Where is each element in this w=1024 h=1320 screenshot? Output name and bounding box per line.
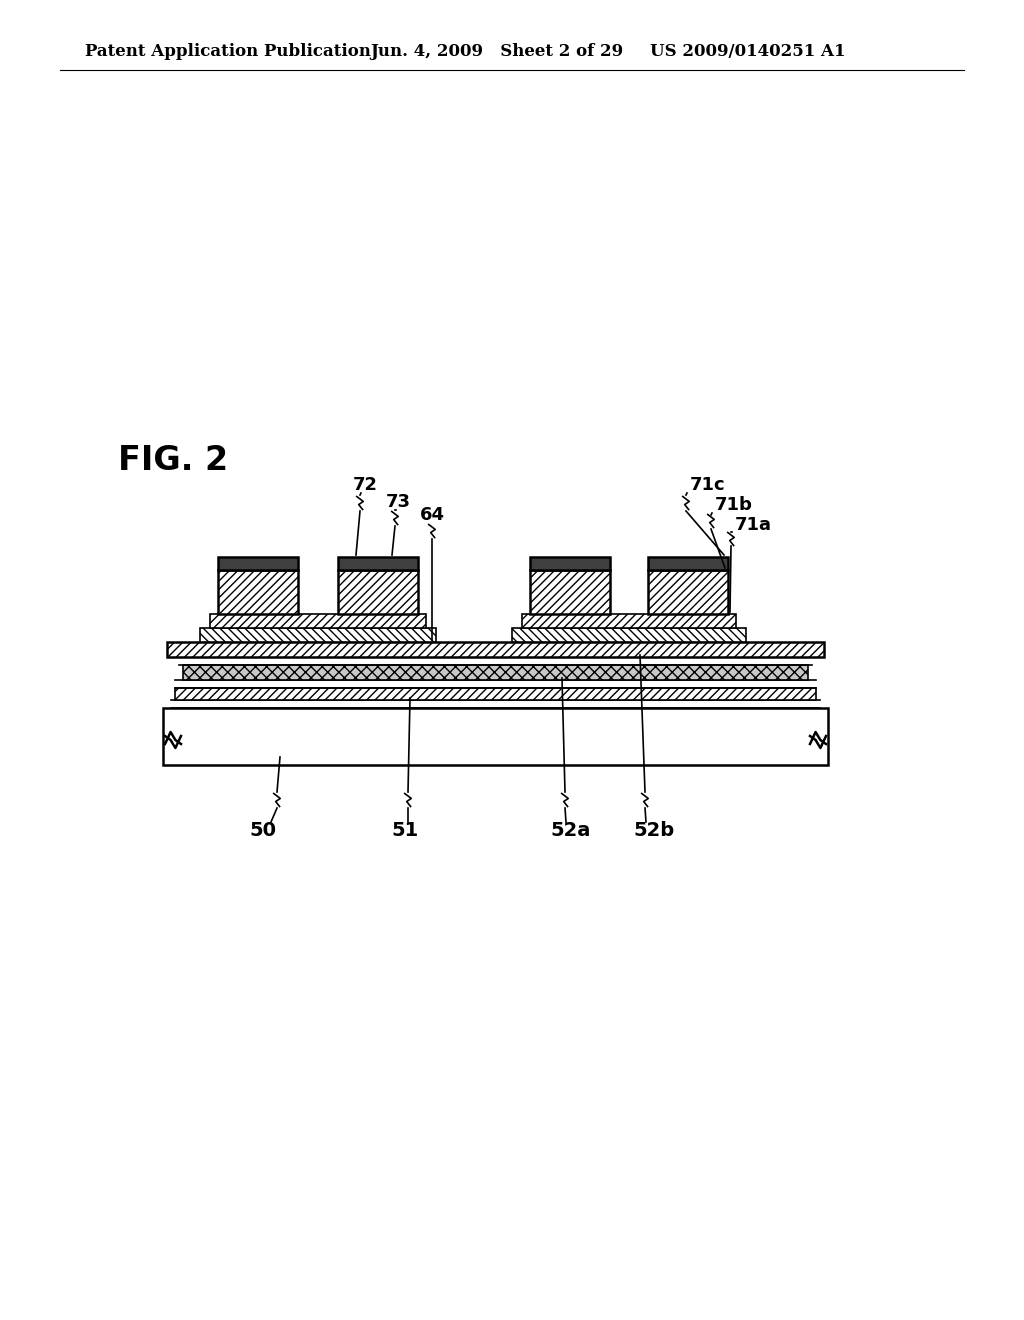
Polygon shape	[512, 628, 746, 642]
Polygon shape	[218, 570, 298, 614]
Text: 72: 72	[352, 477, 378, 494]
Polygon shape	[338, 557, 418, 570]
Text: Jun. 4, 2009   Sheet 2 of 29: Jun. 4, 2009 Sheet 2 of 29	[370, 44, 624, 61]
Polygon shape	[530, 557, 610, 570]
Polygon shape	[648, 570, 728, 614]
Polygon shape	[210, 614, 426, 628]
Text: 64: 64	[420, 506, 444, 524]
Text: 71b: 71b	[715, 496, 753, 513]
Text: Patent Application Publication: Patent Application Publication	[85, 44, 371, 61]
Polygon shape	[175, 688, 816, 700]
Text: 71c: 71c	[690, 477, 726, 494]
Text: US 2009/0140251 A1: US 2009/0140251 A1	[650, 44, 846, 61]
Text: 73: 73	[385, 492, 411, 511]
Polygon shape	[218, 557, 298, 570]
Polygon shape	[522, 614, 736, 628]
Polygon shape	[163, 708, 828, 766]
Text: FIG. 2: FIG. 2	[118, 444, 228, 477]
Text: 51: 51	[391, 821, 419, 840]
Polygon shape	[200, 628, 436, 642]
Polygon shape	[530, 570, 610, 614]
Polygon shape	[648, 557, 728, 570]
Text: 71a: 71a	[735, 516, 772, 535]
Polygon shape	[338, 570, 418, 614]
Text: 50: 50	[250, 821, 276, 840]
Polygon shape	[167, 642, 824, 657]
Polygon shape	[183, 665, 808, 680]
Text: 52a: 52a	[551, 821, 591, 840]
Text: 52b: 52b	[634, 821, 675, 840]
